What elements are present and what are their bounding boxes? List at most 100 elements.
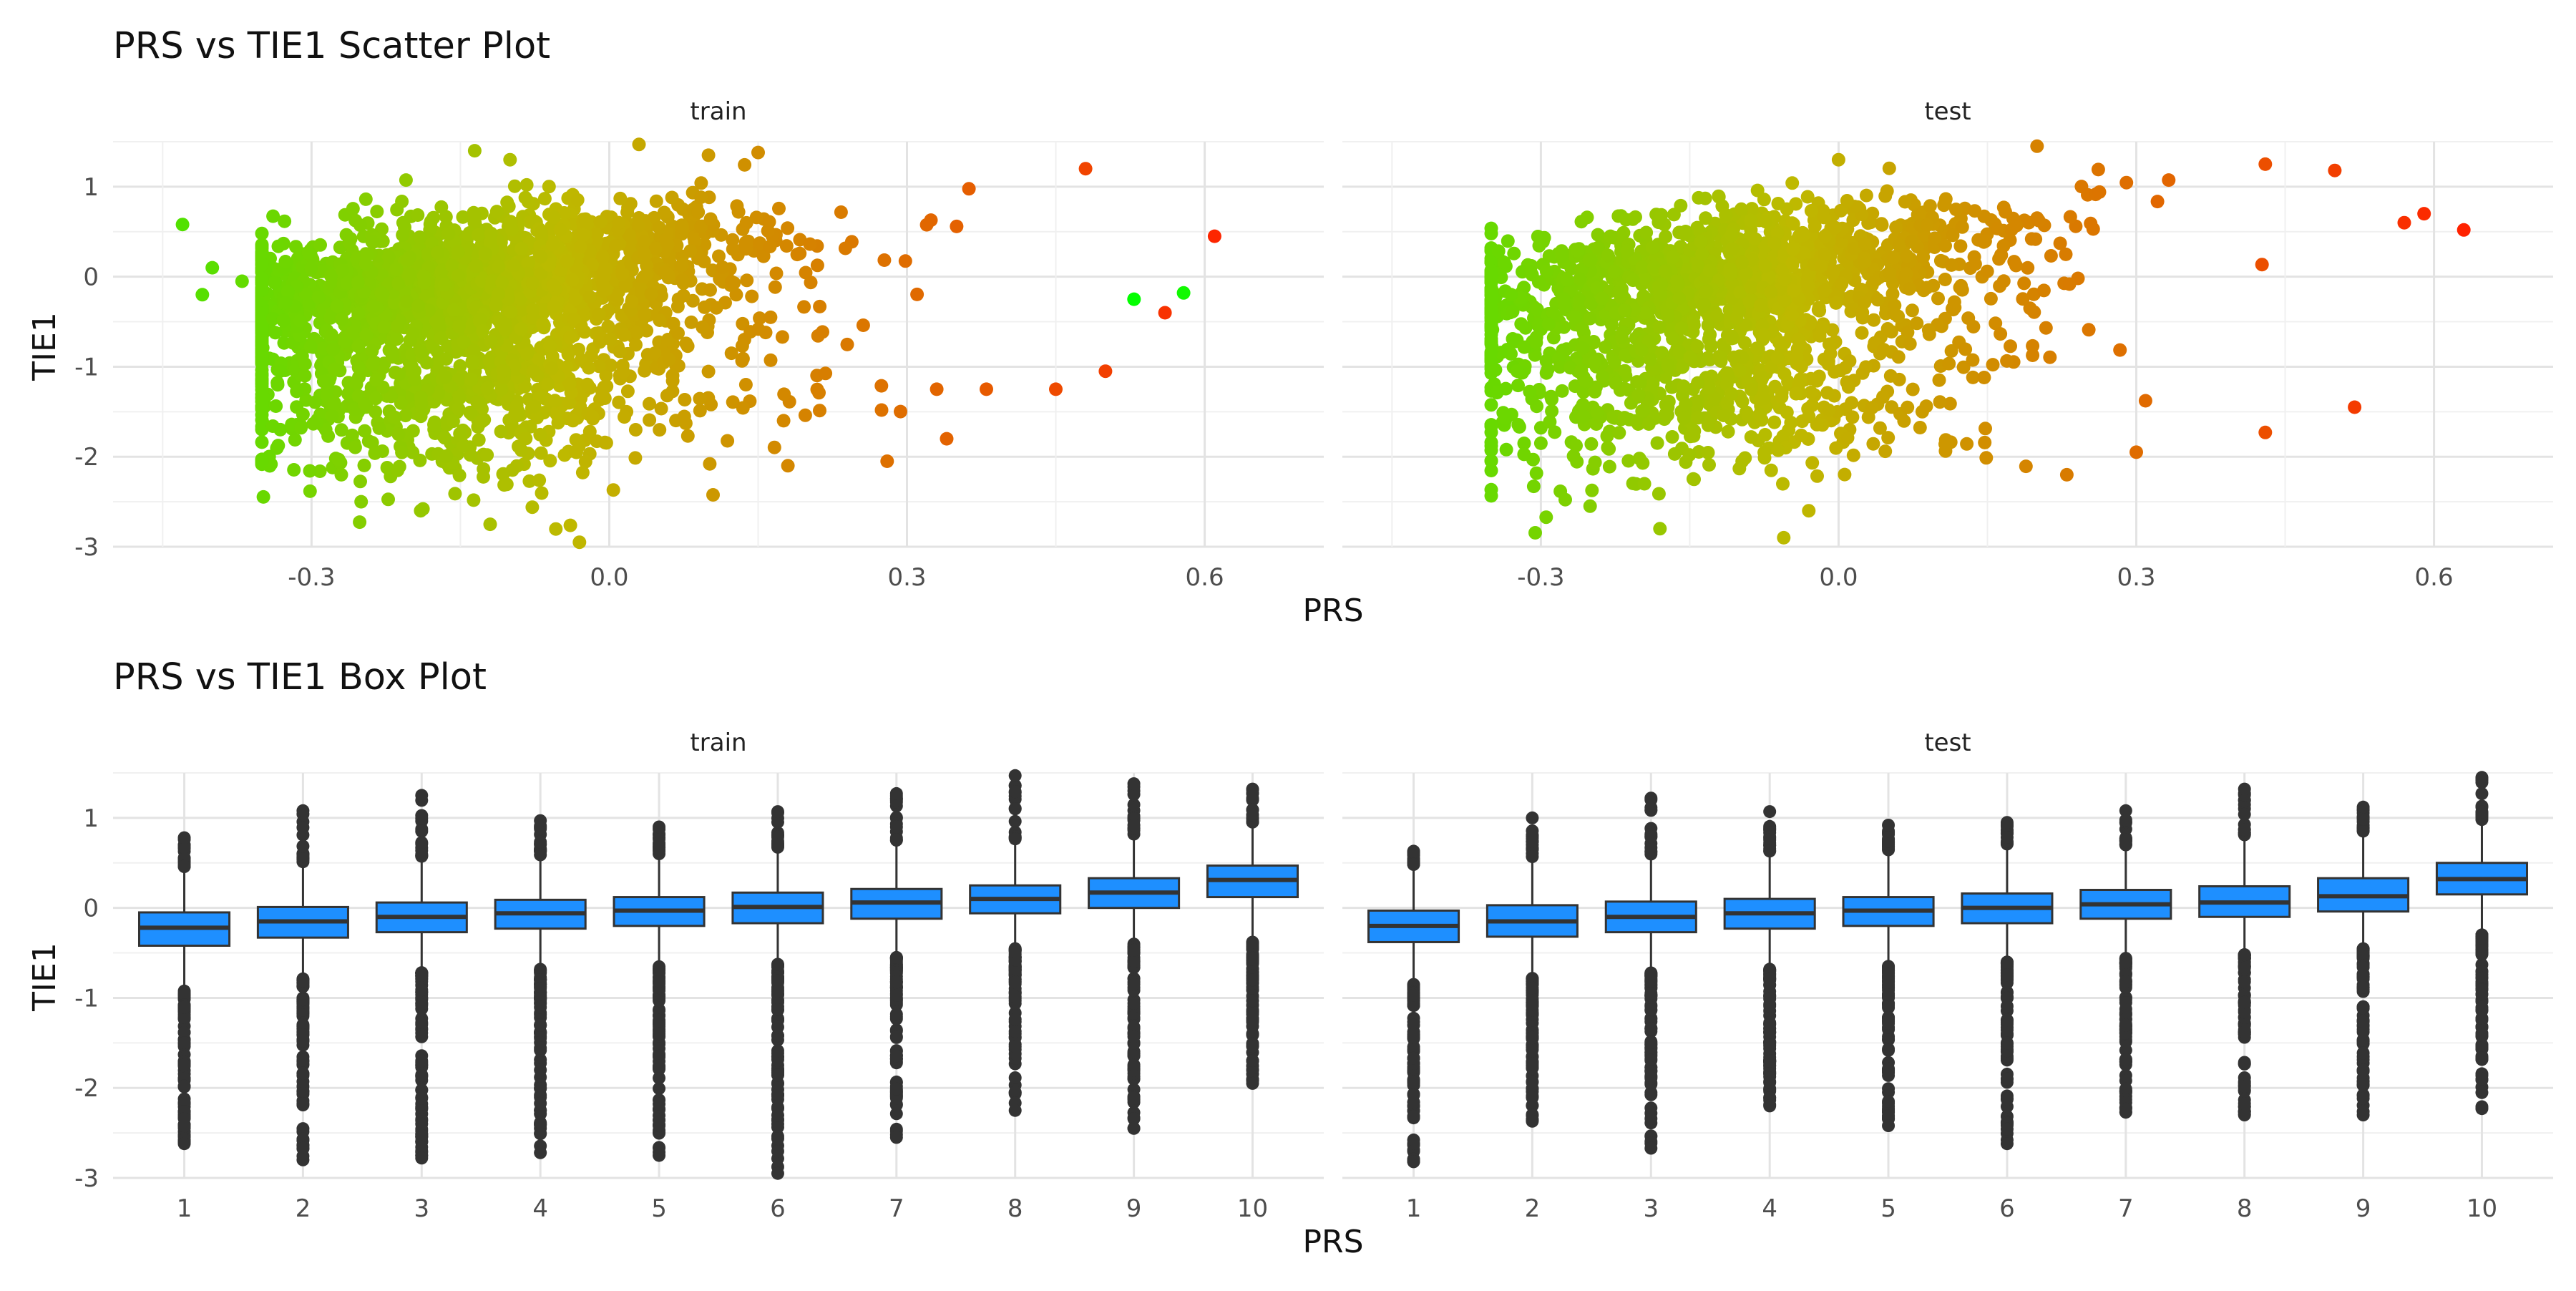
scatter-point	[476, 324, 489, 338]
scatter-point	[1485, 418, 1498, 432]
scatter-point	[625, 295, 638, 308]
scatter-point	[1609, 376, 1622, 390]
scatter-point	[630, 326, 644, 340]
scatter-test-x-tick-label: -0.3	[1517, 563, 1564, 592]
scatter-point	[740, 273, 753, 287]
scatter-point	[1687, 472, 1701, 486]
scatter-point	[1601, 248, 1615, 262]
scatter-point	[1858, 252, 1871, 265]
scatter-point	[438, 431, 452, 444]
scatter-point	[2037, 283, 2051, 297]
scatter-point	[1942, 357, 1956, 371]
scatter-point	[1638, 477, 1652, 491]
scatter-point	[880, 454, 894, 468]
scatter-point	[1756, 371, 1770, 384]
scatter-point	[255, 344, 269, 357]
scatter-point	[1540, 366, 1553, 380]
scatter-point	[547, 210, 561, 224]
scatter-point	[781, 221, 794, 235]
scatter-point	[770, 267, 784, 281]
scatter-point	[793, 247, 806, 260]
scatter-point	[358, 459, 371, 472]
scatter-point	[447, 303, 461, 317]
scatter-point	[1910, 316, 1923, 330]
scatter-point	[1699, 285, 1712, 298]
box-outlier-low	[415, 1092, 428, 1105]
scatter-point	[508, 180, 522, 193]
scatter-point	[667, 317, 680, 331]
scatter-point	[492, 287, 505, 301]
scatter-point	[1528, 526, 1542, 540]
scatter-point	[1829, 442, 1843, 455]
box-train-x-tick-label: 8	[1008, 1194, 1023, 1223]
scatter-point	[499, 323, 512, 336]
scatter-point	[1603, 460, 1616, 474]
scatter-point	[195, 288, 209, 301]
scatter-point	[1527, 479, 1541, 493]
scatter-point	[751, 322, 765, 336]
scatter-point	[1675, 321, 1689, 335]
scatter-point	[548, 394, 562, 407]
scatter-point	[726, 243, 740, 256]
scatter-point	[306, 417, 320, 431]
scatter-point	[382, 250, 396, 264]
scatter-point	[1724, 228, 1738, 242]
scatter-point	[1534, 437, 1548, 450]
scatter-point	[1666, 332, 1679, 346]
scatter-point	[572, 535, 586, 549]
scatter-point	[1639, 306, 1652, 320]
scatter-point	[413, 230, 426, 244]
box-train-x-tick-label: 3	[414, 1194, 429, 1223]
scatter-point	[1847, 449, 1860, 462]
scatter-point	[457, 439, 471, 452]
scatter-point	[1897, 414, 1911, 428]
scatter-point	[1595, 291, 1609, 305]
scatter-point	[255, 258, 269, 271]
scatter-point	[1841, 431, 1855, 444]
box-train-x-tick-label: 10	[1237, 1194, 1268, 1223]
scatter-point	[408, 373, 421, 386]
scatter-point	[834, 205, 848, 219]
scatter-point	[1808, 220, 1822, 233]
scatter-point	[597, 381, 611, 394]
scatter-point	[772, 202, 786, 215]
scatter-point	[268, 326, 282, 339]
scatter-point	[1945, 258, 1958, 272]
scatter-point	[336, 263, 349, 277]
scatter-point	[255, 408, 269, 422]
scatter-point	[1584, 437, 1598, 451]
scatter-point	[1506, 332, 1520, 346]
scatter-point	[1735, 203, 1748, 216]
scatter-facet-test-label: test	[1924, 97, 1971, 126]
scatter-point	[527, 364, 540, 378]
scatter-point	[273, 364, 287, 378]
scatter-point	[313, 238, 327, 252]
scatter-point	[1615, 330, 1629, 344]
scatter-point	[396, 216, 410, 230]
scatter-point	[441, 228, 455, 241]
scatter-point	[609, 239, 623, 253]
scatter-point	[1635, 404, 1649, 418]
scatter-point	[1946, 228, 1960, 242]
scatter-point	[1876, 390, 1890, 404]
scatter-point	[1702, 419, 1715, 432]
scatter-point	[1916, 250, 1930, 264]
scatter-point	[1591, 228, 1605, 242]
scatter-point	[1887, 250, 1901, 264]
scatter-point	[411, 299, 425, 313]
scatter-point	[466, 356, 479, 370]
box-outlier-low	[534, 1063, 547, 1076]
box-outlier-low	[296, 993, 309, 1006]
scatter-point	[369, 374, 383, 387]
scatter-point	[604, 333, 618, 346]
scatter-point	[1979, 235, 1992, 248]
scatter-point	[519, 191, 532, 205]
scatter-point	[324, 269, 338, 283]
scatter-point	[813, 404, 826, 417]
scatter-point	[1530, 467, 1543, 480]
scatter-point	[1758, 259, 1772, 273]
scatter-point	[352, 340, 366, 354]
scatter-point	[547, 300, 560, 313]
scatter-point	[576, 466, 590, 479]
scatter-point	[633, 137, 646, 151]
